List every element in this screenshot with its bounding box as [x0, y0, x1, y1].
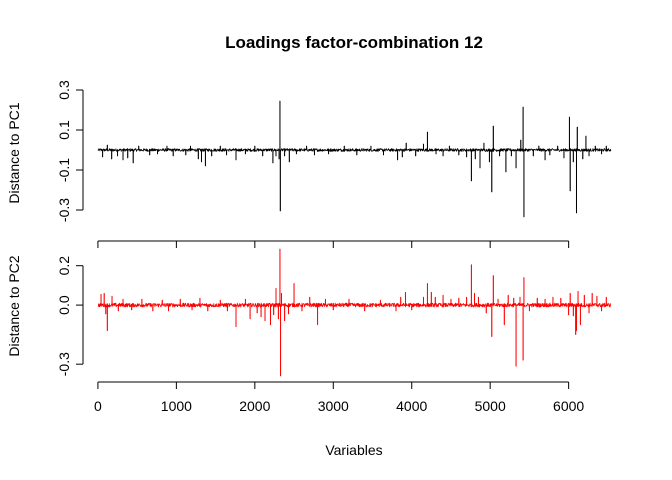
y-tick-label-pc2: 0.2: [56, 256, 72, 276]
y-tick-label-pc1: -0.3: [56, 198, 72, 222]
x-tick-label: 1000: [161, 398, 192, 414]
y-tick-label-pc2: -0.3: [56, 352, 72, 376]
x-axis-label: Variables: [325, 442, 382, 458]
y-axis-label-pc1: Distance to PC1: [6, 102, 22, 203]
x-tick-label: 4000: [396, 398, 427, 414]
x-tick-label: 5000: [475, 398, 506, 414]
panel-pc2: Distance to PC2 Variables -0.3 0.0 0.2 0 100…: [6, 248, 612, 458]
series-line-pc1: [97, 100, 612, 218]
x-tick-label: 6000: [553, 398, 584, 414]
x-tick-label: 0: [94, 398, 102, 414]
x-tick-label: 2000: [239, 398, 270, 414]
x-tick-label: 3000: [318, 398, 349, 414]
series-line-pc2: [97, 248, 612, 377]
panel-pc1: Distance to PC1 -0.3 -0.1 0.1 0.3: [6, 80, 612, 248]
y-tick-label-pc1: 0.3: [56, 80, 72, 100]
chart-title: Loadings factor-combination 12: [225, 33, 483, 52]
y-axis-label-pc2: Distance to PC2: [6, 255, 22, 356]
y-tick-label-pc1: -0.1: [56, 158, 72, 182]
y-tick-label-pc1: 0.1: [56, 120, 72, 140]
y-tick-label-pc2: 0.0: [56, 295, 72, 315]
